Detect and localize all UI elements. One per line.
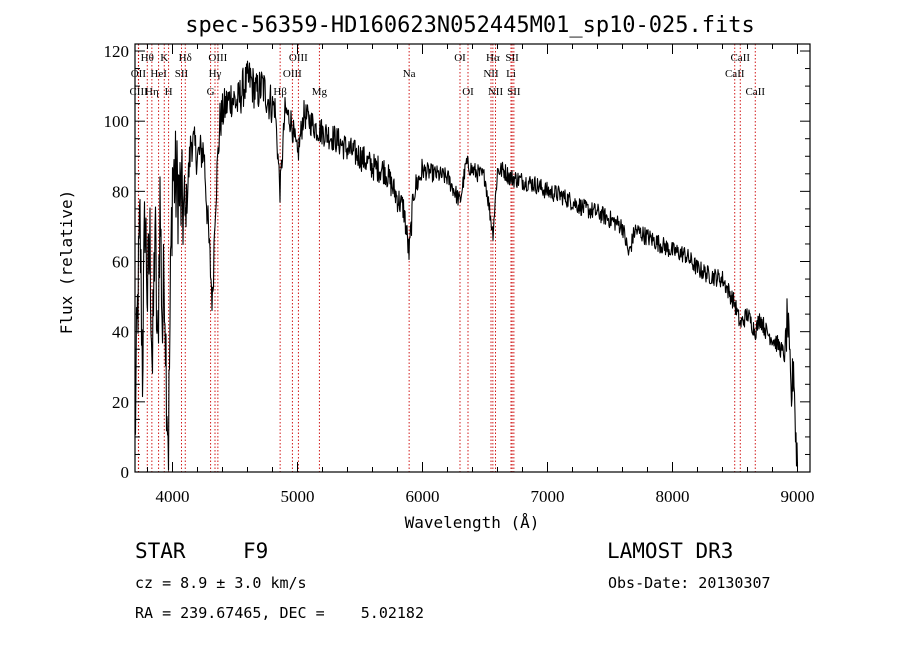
- y-tick-label: 100: [104, 112, 130, 131]
- survey-name: LAMOST DR3: [607, 539, 734, 563]
- x-tick-label: 9000: [781, 487, 815, 506]
- spectral-line-label: G: [207, 86, 215, 98]
- sky-coordinates: RA = 239.67465, DEC = 5.02182: [135, 604, 424, 622]
- spectrum-series-line: [134, 60, 799, 471]
- spectral-line-label: CaII: [745, 86, 765, 98]
- spectral-line-label: HeI: [150, 68, 167, 80]
- y-tick-label: 40: [112, 323, 129, 342]
- x-tick-label: 5000: [281, 487, 315, 506]
- y-tick-label: 0: [121, 463, 130, 482]
- spectral-line-label: Hη: [145, 86, 159, 98]
- spectral-line-label: Hδ: [179, 52, 192, 64]
- spectral-line-label: Hβ: [273, 86, 287, 98]
- spectral-line-label: Hα: [486, 52, 500, 64]
- object-subclass: F9: [243, 539, 269, 563]
- spectral-line-label: SII: [505, 52, 519, 64]
- plot-frame: [134, 43, 811, 473]
- redshift-velocity: cz = 8.9 ± 3.0 km/s: [135, 574, 307, 592]
- x-axis-label: Wavelength (Å): [405, 513, 540, 532]
- spectral-line-label: CaII: [730, 52, 750, 64]
- spectral-line-label: H: [165, 86, 173, 98]
- spectral-line-label: Mg: [312, 86, 328, 98]
- spectral-line-label: NII: [488, 86, 504, 98]
- y-tick-label: 20: [112, 393, 129, 412]
- spectral-line-label: OI: [454, 52, 466, 64]
- x-tick-label: 6000: [406, 487, 440, 506]
- object-class: STAR: [135, 539, 186, 563]
- x-axis-ticks: 4000 5000 6000 7000 8000 9000: [147, 44, 815, 506]
- spectral-line-markers: [137, 44, 756, 472]
- spectral-line-label: OIII: [289, 52, 308, 64]
- spectral-line-label: CIII: [129, 86, 148, 98]
- spectral-line-label: OIII: [208, 52, 227, 64]
- spectral-line-label: SII: [175, 68, 189, 80]
- observation-date: Obs-Date: 20130307: [608, 574, 771, 592]
- spectral-line-label: NII: [483, 68, 499, 80]
- spectral-line-label: CaII: [725, 68, 745, 80]
- y-axis-ticks: 0 20 40 60 80 100 120: [104, 42, 810, 482]
- spectral-line-label: Hθ: [141, 52, 154, 64]
- spectral-line-label: Li: [506, 68, 516, 80]
- y-tick-label: 120: [104, 42, 130, 61]
- spectral-line-label: OIII: [283, 68, 302, 80]
- chart-title: spec-56359-HD160623N052445M01_sp10-025.f…: [185, 13, 755, 38]
- spectral-line-label: Hγ: [209, 68, 222, 80]
- spectral-line-label: OI: [462, 86, 474, 98]
- x-tick-label: 7000: [531, 487, 565, 506]
- spectral-line-label: Na: [403, 68, 416, 80]
- spectral-line-label: SII: [507, 86, 521, 98]
- y-tick-label: 80: [112, 182, 129, 201]
- y-tick-label: 60: [112, 253, 129, 272]
- spectral-line-label: K: [160, 52, 168, 64]
- spectral-line-label: OII: [131, 68, 147, 80]
- x-tick-label: 8000: [656, 487, 690, 506]
- x-tick-label: 4000: [156, 487, 190, 506]
- y-axis-label: Flux (relative): [57, 190, 76, 335]
